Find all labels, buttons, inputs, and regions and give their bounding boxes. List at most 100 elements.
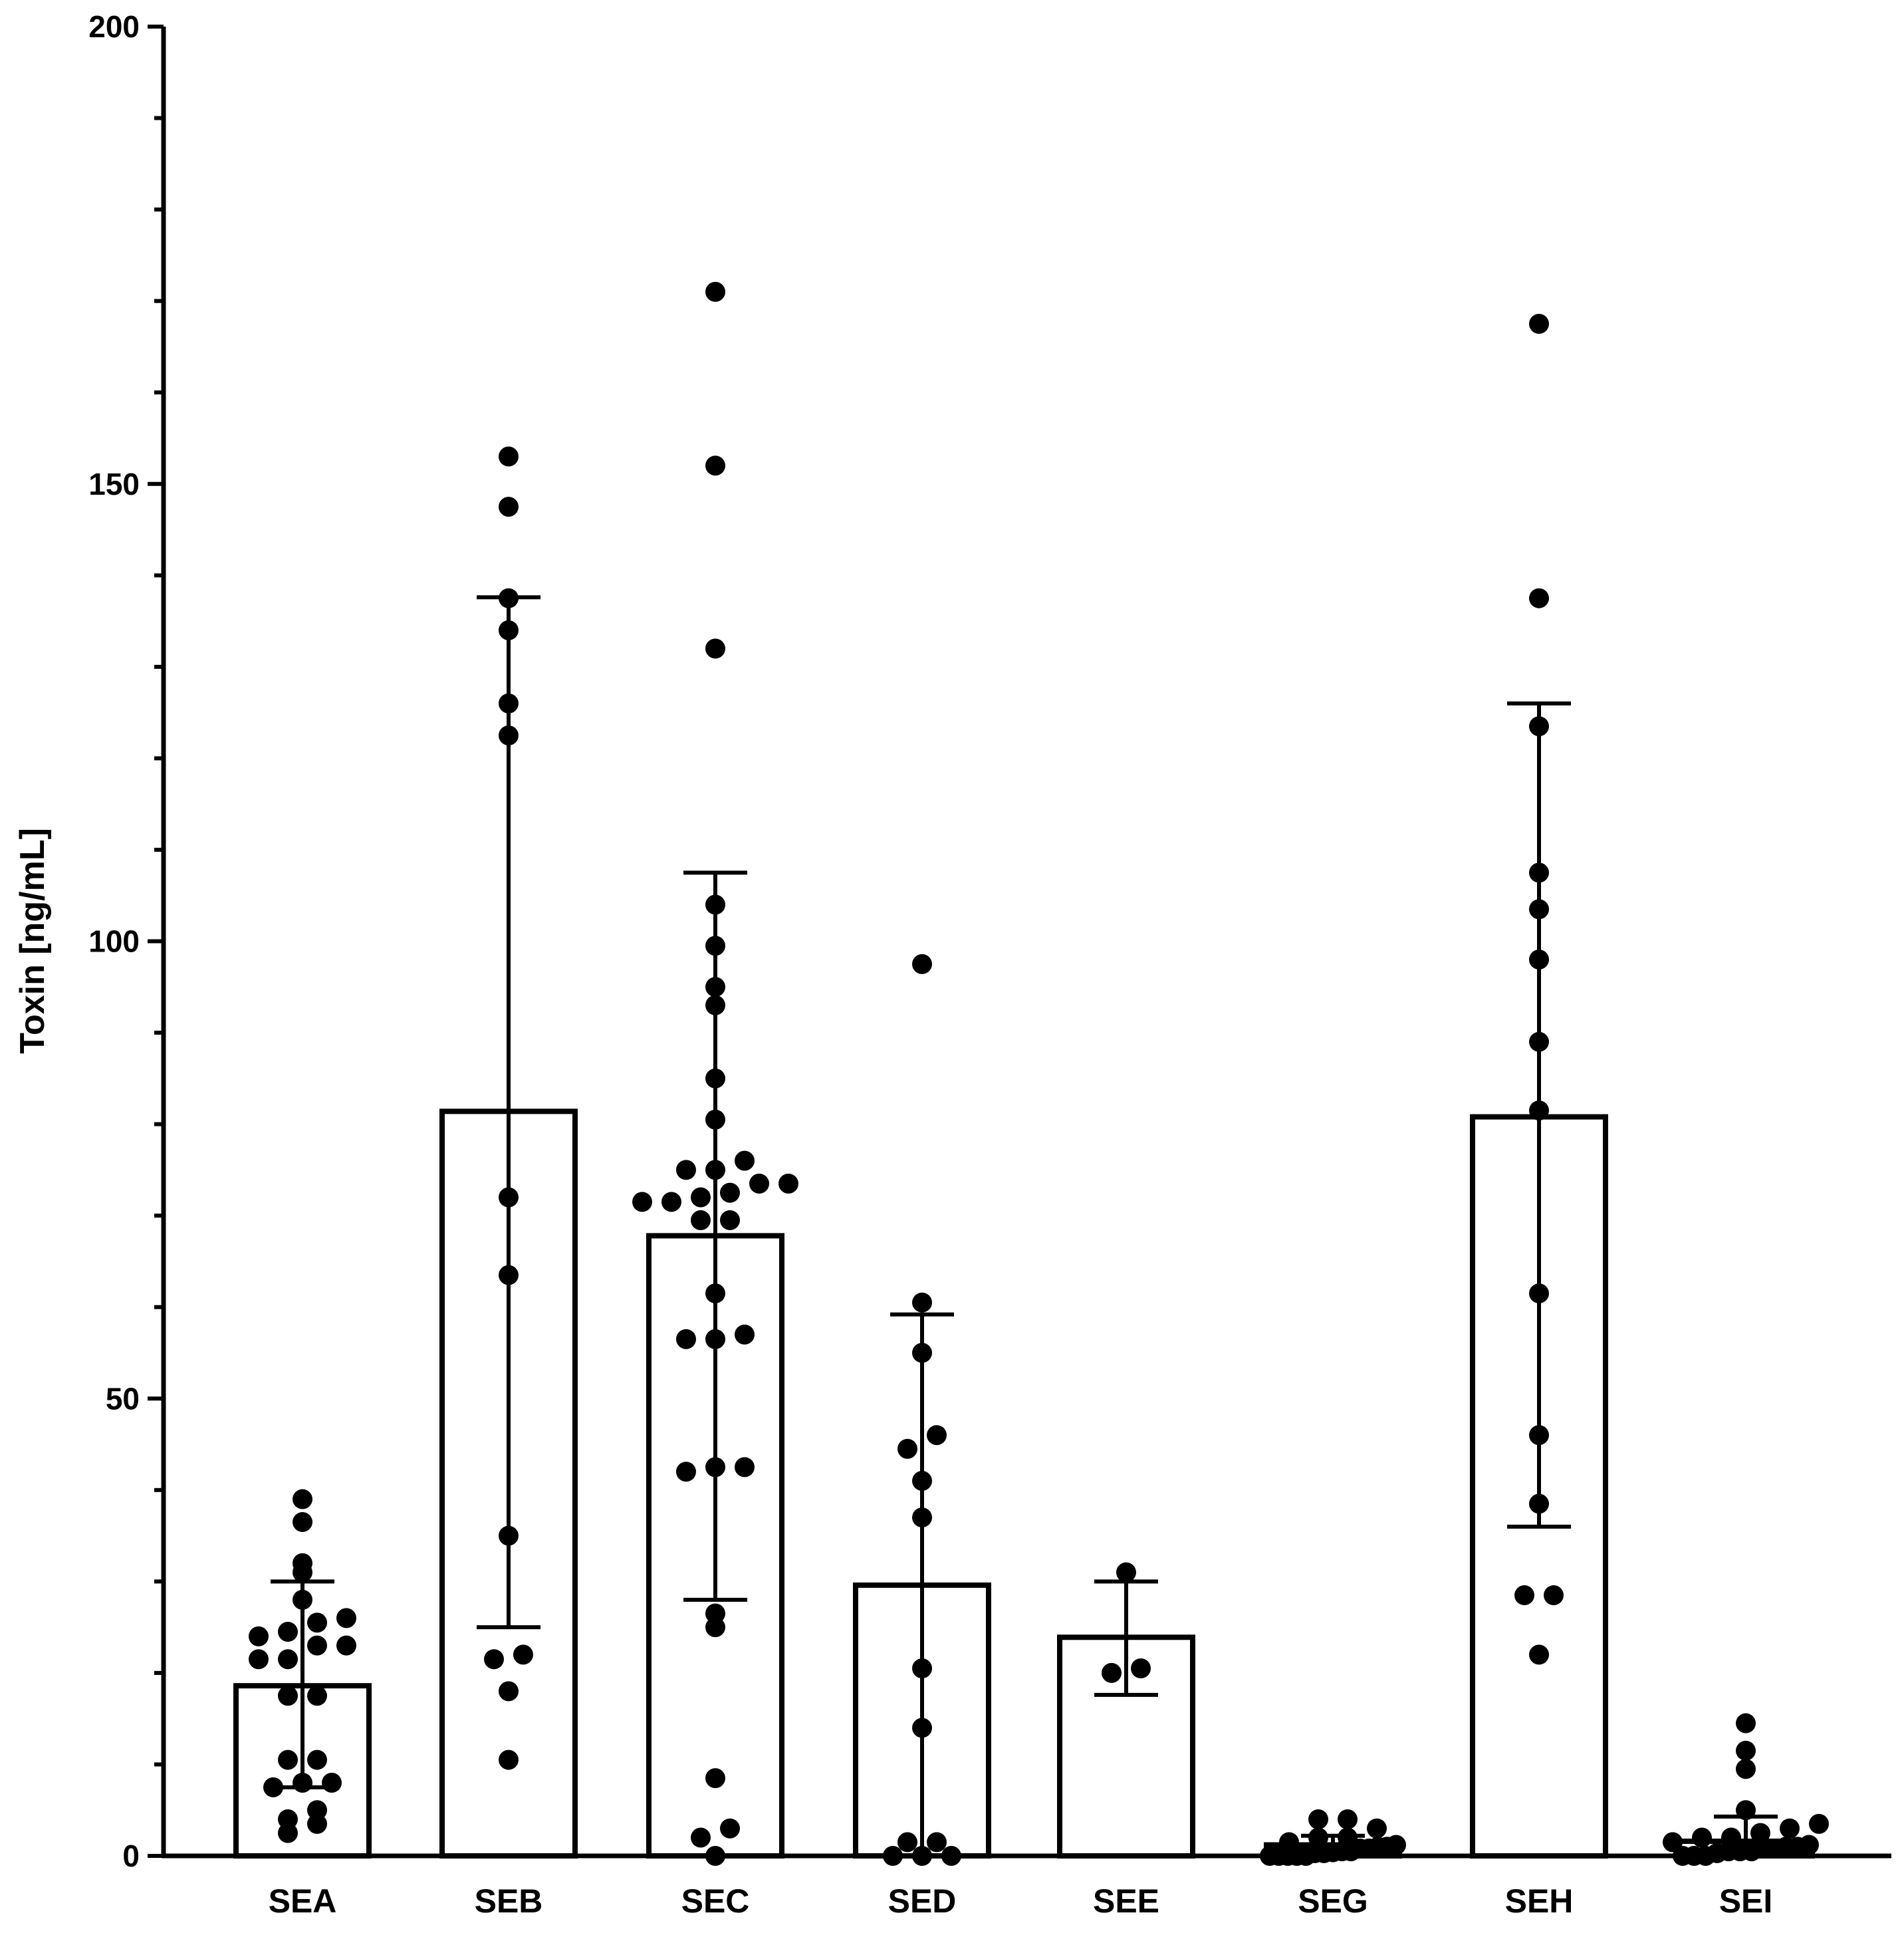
data-point (1809, 1813, 1829, 1834)
data-point (499, 1525, 519, 1546)
data-point (705, 977, 725, 997)
points-layer (249, 281, 1829, 1866)
data-point (1529, 1283, 1549, 1304)
x-tick-label: SEA (269, 1882, 337, 1920)
data-point (691, 1827, 711, 1848)
data-point (676, 1160, 696, 1180)
y-tick-label: 0 (122, 1839, 140, 1873)
data-point (336, 1635, 356, 1656)
data-point (927, 1425, 947, 1446)
data-point (912, 1718, 932, 1738)
data-point (263, 1777, 283, 1797)
data-point (720, 1210, 740, 1231)
data-point (912, 1658, 932, 1679)
data-point (1102, 1662, 1122, 1683)
data-point (676, 1462, 696, 1482)
data-point (513, 1644, 533, 1665)
data-point (705, 1068, 725, 1089)
data-point (307, 1613, 327, 1633)
data-point (293, 1511, 312, 1532)
data-point (705, 894, 725, 915)
data-point (499, 446, 519, 467)
x-tick-label: SEE (1093, 1882, 1159, 1920)
data-point (499, 725, 519, 746)
data-point (499, 1681, 519, 1702)
data-point (249, 1626, 269, 1646)
data-point (1338, 1809, 1358, 1829)
data-point (778, 1174, 798, 1194)
data-point (1736, 1759, 1756, 1779)
axes-layer (161, 27, 1891, 1859)
data-point (499, 1749, 519, 1770)
y-tick-label: 50 (106, 1381, 140, 1416)
data-point (1692, 1827, 1712, 1848)
data-point (278, 1749, 298, 1770)
data-point (1529, 1425, 1549, 1446)
data-point (278, 1649, 298, 1670)
data-point (1529, 588, 1549, 608)
data-point (1780, 1818, 1800, 1839)
data-point (912, 954, 932, 974)
y-tick-label: 150 (88, 467, 140, 501)
data-point (705, 1603, 725, 1624)
data-point (293, 1553, 312, 1573)
data-point (912, 1507, 932, 1528)
data-point (705, 1160, 725, 1180)
x-labels-layer: SEA SEB SEC SED SEE SEG SEH SEI (269, 1882, 1773, 1920)
data-point (1799, 1835, 1819, 1855)
data-point (249, 1649, 269, 1670)
data-point (705, 1329, 725, 1349)
data-point (499, 1187, 519, 1208)
data-point (499, 497, 519, 517)
data-point (912, 1343, 932, 1363)
data-point (1721, 1827, 1741, 1848)
data-point (1529, 862, 1549, 883)
data-point (307, 1813, 327, 1834)
data-point (912, 1292, 932, 1313)
data-point (307, 1749, 327, 1770)
data-point (1386, 1835, 1406, 1855)
data-point (1131, 1658, 1151, 1679)
data-point (278, 1823, 298, 1843)
data-point (1279, 1832, 1299, 1853)
data-point (1514, 1585, 1534, 1605)
data-point (705, 1109, 725, 1130)
data-point (307, 1686, 327, 1706)
data-point (705, 638, 725, 659)
data-point (912, 1471, 932, 1491)
data-point (1529, 1100, 1549, 1120)
data-point (735, 1150, 755, 1171)
x-tick-label: SEB (475, 1882, 543, 1920)
data-point (322, 1772, 342, 1793)
data-point (720, 1818, 740, 1839)
data-point (1544, 1585, 1564, 1605)
data-point (1529, 950, 1549, 970)
data-point (1736, 1740, 1756, 1761)
data-point (705, 1457, 725, 1478)
y-axis-title: Toxin [ng/mL] (13, 828, 52, 1054)
data-point (1529, 314, 1549, 334)
data-point (278, 1622, 298, 1642)
data-point (1736, 1713, 1756, 1734)
data-point (336, 1608, 356, 1628)
data-point (705, 1283, 725, 1304)
data-point (1663, 1832, 1683, 1853)
data-point (1529, 1031, 1549, 1052)
data-point (735, 1457, 755, 1478)
data-point (484, 1649, 504, 1670)
x-tick-label: SEG (1298, 1882, 1368, 1920)
data-point (293, 1489, 312, 1509)
data-point (1736, 1800, 1756, 1821)
data-point (293, 1772, 312, 1793)
bars-layer (233, 1108, 1815, 1859)
data-point (676, 1329, 696, 1349)
data-point (499, 588, 519, 608)
data-point (705, 281, 725, 302)
data-point (691, 1187, 711, 1208)
data-point (499, 693, 519, 713)
data-point (705, 995, 725, 1015)
data-point (1529, 1493, 1549, 1514)
data-point (661, 1192, 681, 1212)
